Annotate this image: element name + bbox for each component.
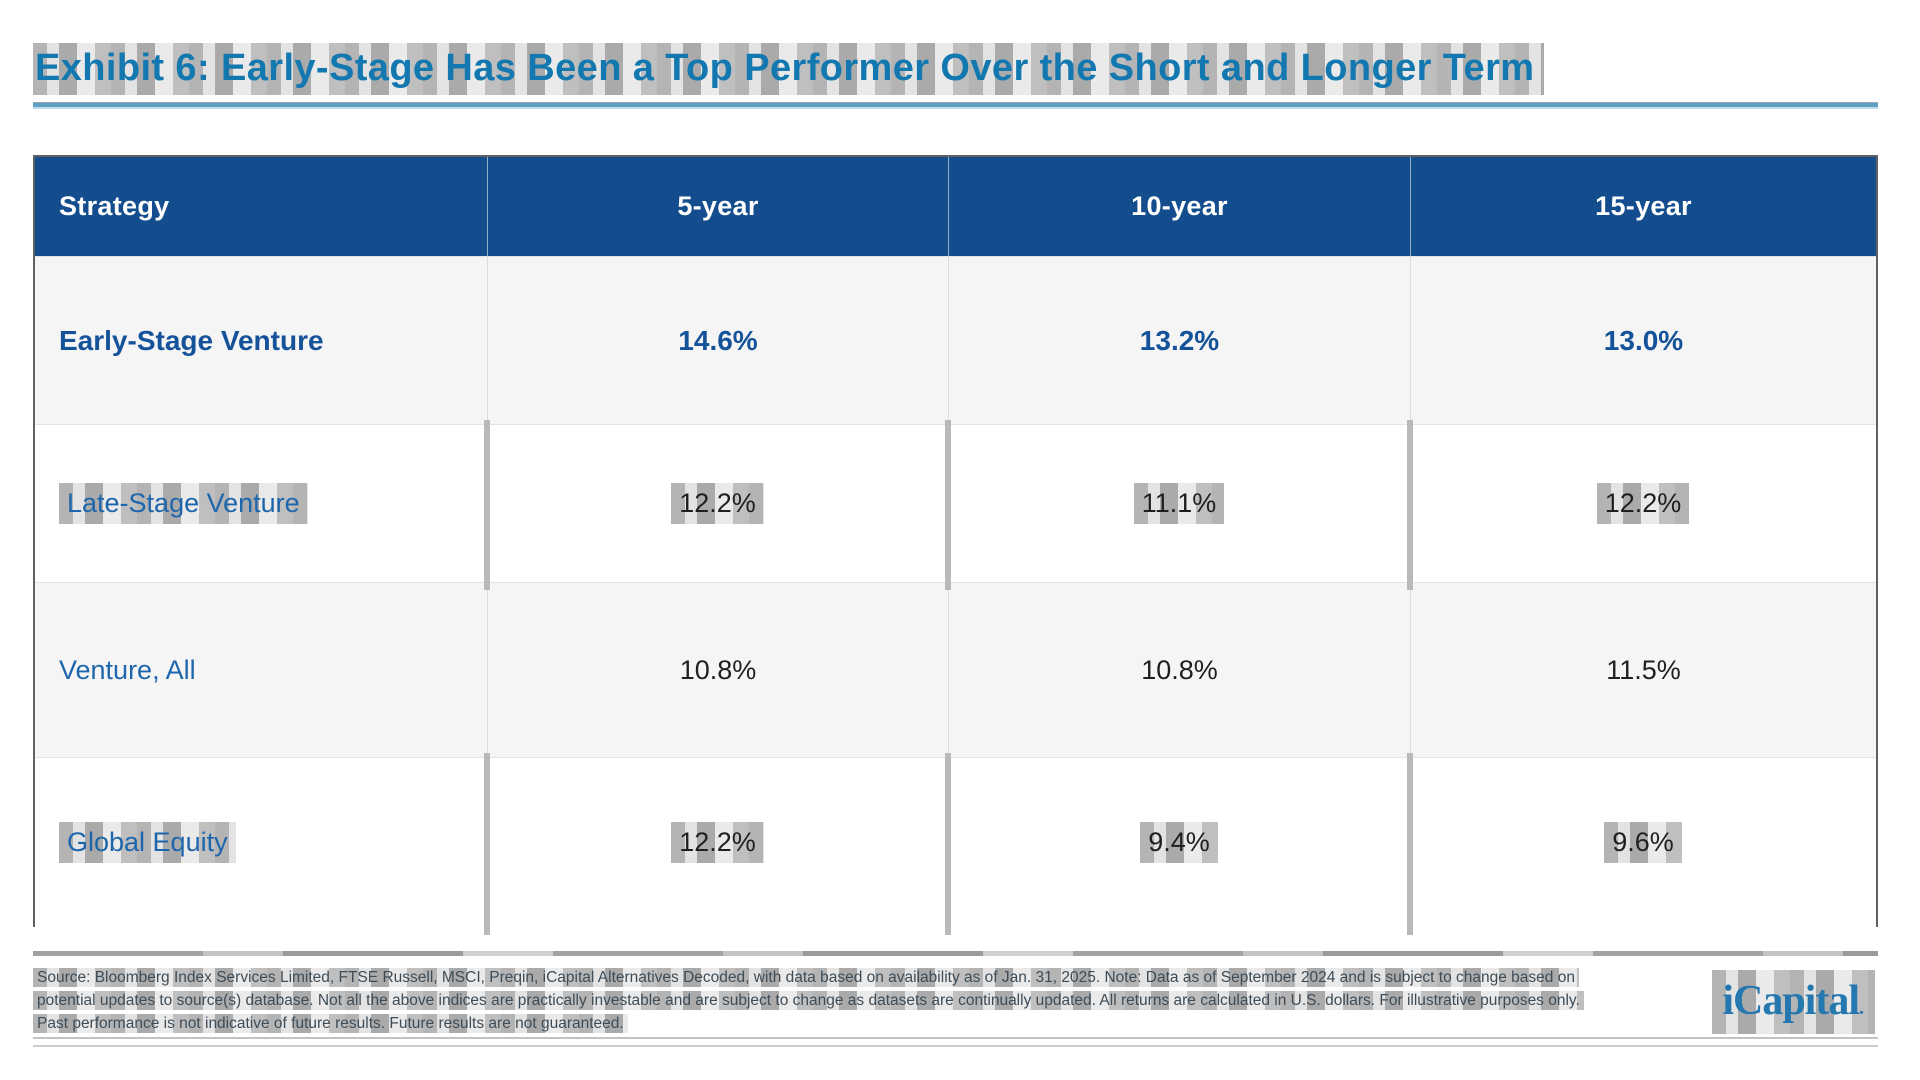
value-15-year: 12.2% — [1596, 483, 1690, 524]
table-header-row: Strategy 5-year 10-year 15-year — [35, 157, 1876, 256]
strategy-label: Venture, All — [59, 654, 196, 685]
value-10-year: 9.4% — [1140, 822, 1218, 863]
strategy-cell: Late-Stage Venture — [35, 425, 487, 582]
icapital-logo: iCapital. — [1712, 970, 1875, 1034]
table-row-venture-all: Venture, All 10.8% 10.8% 11.5% — [35, 582, 1876, 757]
page-title: Exhibit 6: Early-Stage Has Been a Top Pe… — [33, 43, 1545, 95]
strategy-cell: Early-Stage Venture — [35, 257, 487, 424]
value-5-year: 14.6% — [678, 324, 758, 356]
strategy-label: Late-Stage Venture — [59, 483, 308, 524]
table-row-early-stage-venture: Early-Stage Venture 14.6% 13.2% 13.0% — [35, 256, 1876, 424]
value-cell: 14.6% — [487, 257, 948, 424]
value-cell: 13.0% — [1410, 257, 1876, 424]
strategy-cell: Venture, All — [35, 583, 487, 757]
disclaimer-line-3: Past performance is not indicative of fu… — [33, 1012, 1584, 1035]
value-cell: 11.5% — [1410, 583, 1876, 757]
value-cell: 9.4% — [945, 753, 1410, 935]
value-cell: 10.8% — [487, 583, 948, 757]
value-cell: 12.2% — [484, 753, 948, 935]
value-cell: 13.2% — [948, 257, 1410, 424]
value-cell: 10.8% — [948, 583, 1410, 757]
disclaimer-line-2: potential updates to source(s) database.… — [33, 989, 1584, 1012]
value-15-year: 13.0% — [1603, 324, 1684, 356]
value-15-year: 11.5% — [1606, 654, 1681, 685]
value-5-year: 12.2% — [671, 822, 764, 863]
source-disclaimer: Source: Bloomberg Index Services Limited… — [33, 966, 1584, 1035]
table-row-global-equity: Global Equity 12.2% 9.4% 9.6% — [35, 753, 1876, 935]
footer-divider — [33, 951, 1878, 956]
value-cell: 12.2% — [1407, 420, 1876, 590]
title-underline — [33, 102, 1878, 109]
value-5-year: 12.2% — [671, 483, 764, 524]
value-10-year: 13.2% — [1139, 324, 1220, 356]
icapital-logo-text: iCapital. — [1712, 970, 1875, 1034]
column-header-15-year: 15-year — [1410, 157, 1876, 256]
column-header-5-year: 5-year — [487, 157, 948, 256]
value-10-year: 11.1% — [1133, 483, 1225, 524]
value-5-year: 10.8% — [679, 654, 757, 685]
column-header-10-year: 10-year — [948, 157, 1410, 256]
value-10-year: 10.8% — [1141, 654, 1218, 685]
performance-table: Strategy 5-year 10-year 15-year Early-St… — [33, 155, 1878, 935]
table-row-late-stage-venture: Late-Stage Venture 12.2% 11.1% 12.2% — [35, 420, 1876, 590]
value-15-year: 9.6% — [1604, 822, 1682, 863]
strategy-label: Global Equity — [59, 822, 236, 863]
value-cell: 12.2% — [484, 420, 948, 590]
disclaimer-line-1: Source: Bloomberg Index Services Limited… — [33, 966, 1584, 989]
page-title-text: Exhibit 6: Early-Stage Has Been a Top Pe… — [33, 43, 1545, 95]
bottom-border-lines — [33, 1037, 1878, 1047]
strategy-label: Early-Stage Venture — [59, 324, 324, 356]
column-header-strategy: Strategy — [59, 191, 170, 221]
value-cell: 11.1% — [945, 420, 1410, 590]
strategy-cell: Global Equity — [35, 758, 487, 927]
value-cell: 9.6% — [1407, 753, 1876, 935]
logo-mark: . — [1859, 997, 1864, 1019]
